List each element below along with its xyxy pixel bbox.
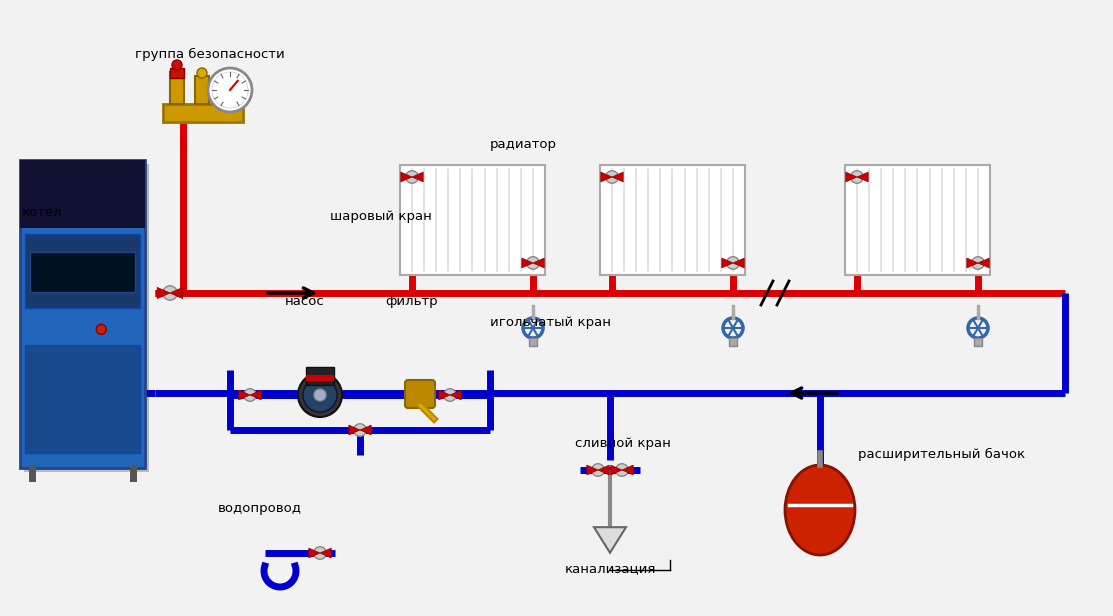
Bar bbox=[306, 367, 334, 385]
Polygon shape bbox=[359, 425, 372, 435]
Polygon shape bbox=[611, 465, 622, 475]
Bar bbox=[170, 72, 184, 104]
Circle shape bbox=[197, 68, 207, 78]
Polygon shape bbox=[321, 548, 332, 558]
Text: группа безопасности: группа безопасности bbox=[135, 48, 285, 61]
Circle shape bbox=[615, 464, 629, 476]
Bar bbox=[162, 104, 243, 122]
Circle shape bbox=[211, 72, 248, 108]
Polygon shape bbox=[857, 172, 868, 182]
Polygon shape bbox=[978, 258, 989, 268]
Polygon shape bbox=[722, 258, 733, 268]
Bar bbox=[600, 165, 745, 275]
Text: насос: насос bbox=[285, 295, 325, 308]
Polygon shape bbox=[533, 258, 544, 268]
Text: расширительный бачок: расширительный бачок bbox=[858, 448, 1025, 461]
Text: водопровод: водопровод bbox=[218, 502, 302, 515]
Circle shape bbox=[444, 389, 456, 401]
Bar bbox=[24, 164, 149, 472]
Bar bbox=[529, 338, 536, 346]
Circle shape bbox=[162, 286, 177, 300]
Circle shape bbox=[526, 257, 540, 269]
FancyBboxPatch shape bbox=[405, 380, 435, 408]
Bar bbox=[24, 234, 140, 308]
Circle shape bbox=[406, 171, 418, 184]
Circle shape bbox=[592, 464, 604, 476]
Bar bbox=[20, 160, 145, 228]
Polygon shape bbox=[587, 465, 598, 475]
Polygon shape bbox=[733, 258, 745, 268]
Polygon shape bbox=[250, 390, 262, 400]
Circle shape bbox=[850, 171, 864, 184]
Bar bbox=[306, 375, 334, 381]
Circle shape bbox=[244, 389, 256, 401]
Polygon shape bbox=[622, 465, 633, 475]
Text: котел: котел bbox=[22, 206, 62, 219]
Polygon shape bbox=[239, 390, 250, 400]
Polygon shape bbox=[846, 172, 857, 182]
Circle shape bbox=[173, 60, 183, 70]
Bar bbox=[974, 338, 982, 346]
Text: игольчатый кран: игольчатый кран bbox=[490, 316, 611, 329]
Bar bbox=[400, 165, 545, 275]
Bar bbox=[24, 345, 140, 453]
Circle shape bbox=[972, 257, 984, 269]
Text: радиатор: радиатор bbox=[490, 138, 556, 151]
Polygon shape bbox=[157, 288, 170, 299]
Polygon shape bbox=[170, 288, 183, 299]
Circle shape bbox=[354, 424, 366, 436]
Circle shape bbox=[314, 389, 326, 401]
Text: шаровый кран: шаровый кран bbox=[329, 210, 432, 223]
Polygon shape bbox=[522, 258, 533, 268]
Polygon shape bbox=[401, 172, 412, 182]
Bar bbox=[195, 76, 209, 104]
Polygon shape bbox=[348, 425, 359, 435]
Polygon shape bbox=[967, 258, 978, 268]
Text: фильтр: фильтр bbox=[385, 295, 437, 308]
Polygon shape bbox=[601, 172, 612, 182]
Polygon shape bbox=[594, 527, 626, 553]
Polygon shape bbox=[439, 390, 450, 400]
Circle shape bbox=[96, 325, 106, 334]
Circle shape bbox=[298, 373, 342, 417]
Bar bbox=[845, 165, 989, 275]
Bar bbox=[729, 338, 737, 346]
Circle shape bbox=[727, 257, 739, 269]
Circle shape bbox=[208, 68, 252, 112]
Polygon shape bbox=[450, 390, 461, 400]
Polygon shape bbox=[412, 172, 423, 182]
Circle shape bbox=[605, 171, 619, 184]
FancyBboxPatch shape bbox=[20, 160, 145, 468]
Polygon shape bbox=[308, 548, 321, 558]
Polygon shape bbox=[612, 172, 623, 182]
Bar bbox=[30, 253, 135, 293]
Circle shape bbox=[314, 547, 326, 559]
Circle shape bbox=[303, 378, 337, 412]
Ellipse shape bbox=[785, 465, 855, 555]
Polygon shape bbox=[598, 465, 609, 475]
Text: канализация: канализация bbox=[565, 562, 657, 575]
Bar bbox=[170, 68, 184, 78]
Text: сливной кран: сливной кран bbox=[575, 437, 671, 450]
